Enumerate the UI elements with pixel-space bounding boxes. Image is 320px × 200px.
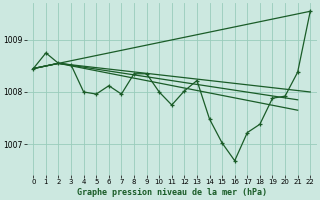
X-axis label: Graphe pression niveau de la mer (hPa): Graphe pression niveau de la mer (hPa) <box>77 188 267 197</box>
